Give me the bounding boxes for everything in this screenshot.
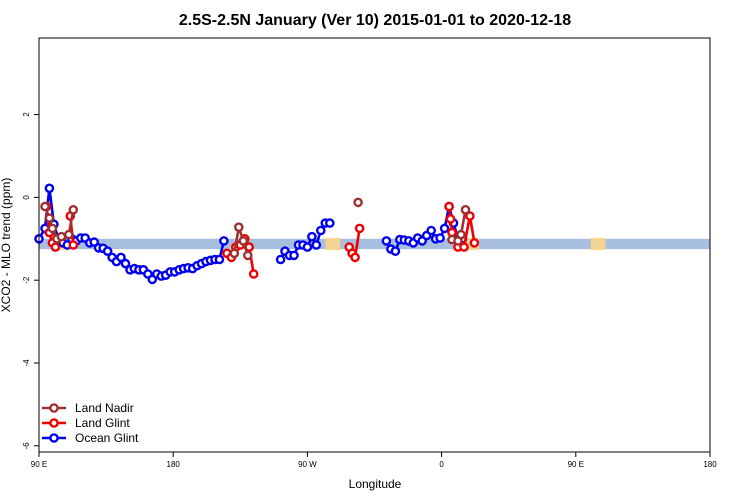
x-axis-label: Longitude (349, 477, 402, 491)
series-land-glint (41, 201, 480, 279)
land-nadir-point (456, 229, 466, 240)
y-tick-label: -6 (22, 442, 31, 450)
ocean-glint-point (390, 246, 401, 256)
x-tick-label: 0 (439, 460, 444, 469)
land-nadir-point (64, 229, 74, 240)
x-tick-label: 90 E (31, 460, 47, 469)
ocean-glint-point (381, 236, 392, 246)
legend-label: Land Glint (75, 416, 130, 430)
land-nadir-point (238, 236, 249, 246)
land-nadir-point (56, 231, 67, 242)
reference-band (39, 238, 710, 250)
land-nadir-point (353, 197, 363, 208)
land-shading-3 (590, 237, 606, 251)
land-glint-point (248, 269, 259, 279)
x-tick-label: 180 (703, 460, 717, 469)
ocean-glint-point (44, 183, 55, 194)
land-glint-point (350, 252, 360, 263)
ocean-glint-point (307, 231, 317, 242)
legend-marker (49, 418, 59, 428)
x-tick-label: 180 (167, 460, 181, 469)
y-tick-label: 2 (22, 112, 31, 117)
land-nadir-point (242, 250, 253, 261)
legend-label: Ocean Glint (75, 431, 139, 445)
land-glint-point (354, 223, 365, 234)
ocean-glint-point (120, 258, 131, 269)
land-glint-point (445, 214, 456, 224)
plot-frame (38, 37, 711, 453)
land-nadir-point (44, 213, 55, 223)
land-glint-point (459, 242, 469, 252)
land-glint-point (469, 238, 480, 248)
land-shading-1 (325, 237, 341, 251)
legend-marker (49, 403, 59, 413)
legend-item-ocean-glint: Ocean Glint (42, 431, 139, 445)
ocean-glint-point (311, 240, 322, 250)
plot-area: 90 E 180 90 W 0 90 E 180 2 0 -2 -4 -6 (22, 37, 717, 469)
legend-label: Land Nadir (75, 401, 134, 415)
ocean-glint-point (116, 252, 126, 263)
land-nadir-point (68, 204, 79, 215)
x-tick-label: 90 W (298, 460, 317, 469)
land-nadir-point (40, 201, 50, 212)
land-glint-point (50, 242, 61, 252)
land-glint-point (68, 240, 79, 250)
y-tick-label: -2 (22, 276, 31, 284)
land-glint-point (465, 211, 475, 221)
legend-item-land-glint: Land Glint (42, 416, 130, 430)
ocean-glint-point (275, 254, 286, 265)
land-nadir-point (233, 222, 244, 232)
land-nadir-point (229, 248, 240, 259)
legend-marker (49, 433, 59, 443)
land-nadir-line-2 (233, 226, 250, 256)
chart-title: 2.5S-2.5N January (Ver 10) 2015-01-01 to… (179, 12, 571, 29)
ocean-glint-point (435, 233, 445, 243)
land-nadir-point (47, 223, 58, 234)
ocean-glint-point (439, 223, 450, 234)
legend-item-land-nadir: Land Nadir (42, 401, 134, 415)
land-nadir-point (460, 204, 471, 215)
land-glint-point (444, 201, 454, 212)
ocean-glint-point (219, 236, 229, 246)
ocean-glint-point (315, 225, 326, 236)
series-ocean-glint (34, 183, 468, 285)
ocean-glint-point (324, 218, 335, 228)
y-tick-label: 0 (22, 195, 31, 200)
ocean-glint-point (214, 254, 225, 265)
y-tick-label: -4 (22, 359, 31, 367)
x-tick-label: 90 E (568, 460, 584, 469)
ocean-glint-point (426, 225, 437, 236)
ocean-glint-point (289, 250, 299, 261)
ocean-glint-point (102, 246, 113, 256)
ocean-glint-point (302, 242, 313, 252)
y-axis-label: XCO2 - MLO trend (ppm) (0, 178, 13, 313)
series-land-nadir (40, 197, 471, 261)
